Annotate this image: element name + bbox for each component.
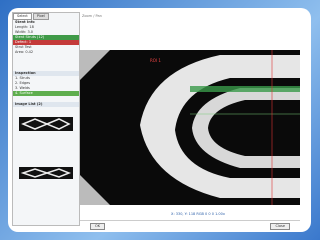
list-item[interactable]: Area: 0.42 [13,50,79,55]
ok-button[interactable]: OK [90,223,105,230]
page: Select Pixel Stent Info Length: 18Width:… [0,0,319,240]
thumbs-title: Image List (2) [13,102,79,107]
button-bar: OK Close [80,220,300,231]
status-text: X: 330, Y: 118 RGB 0 0 0 1.00x [108,212,288,217]
close-button[interactable]: Close [270,223,290,230]
toolbar-info: Zoom / Pan [82,14,102,19]
image-view: ROI 1 [80,50,300,205]
tab[interactable]: Pixel [33,13,49,20]
list-item[interactable]: 4. Surface [13,91,79,96]
tab[interactable]: Select [13,13,32,20]
roi-marker: ROI 1 [150,58,161,63]
thumbnails[interactable] [15,109,77,189]
